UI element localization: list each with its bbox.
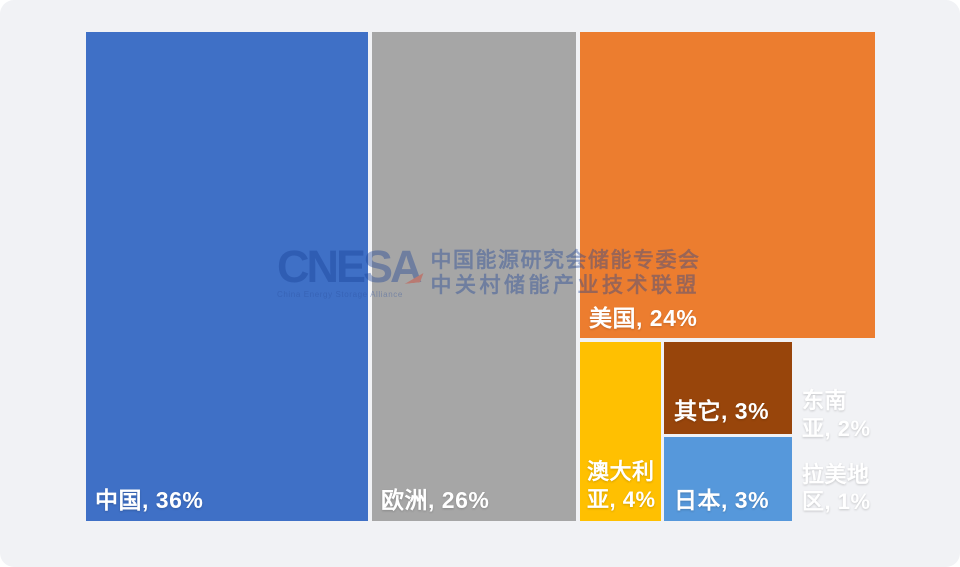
treemap-label-southeast-asia: 东南 亚, 2%	[802, 387, 871, 441]
treemap-block-china: 中国, 36%	[86, 32, 368, 521]
treemap-block-australia: 澳大利 亚, 4%	[580, 342, 661, 521]
treemap-block-usa: 美国, 24%	[580, 32, 875, 338]
treemap-label-usa: 美国, 24%	[589, 304, 698, 331]
treemap-label-china: 中国, 36%	[95, 486, 204, 513]
treemap-label-other: 其它, 3%	[674, 397, 770, 424]
treemap-label-australia: 澳大利 亚, 4%	[587, 458, 656, 512]
treemap-block-japan: 日本, 3%	[664, 437, 792, 521]
treemap-label-europe: 欧洲, 26%	[381, 486, 490, 513]
treemap-label-latin-america: 拉美地 区, 1%	[802, 462, 871, 515]
treemap-block-other: 其它, 3%	[664, 342, 792, 434]
treemap-block-southeast-asia: 东南 亚, 2%	[795, 342, 875, 450]
treemap-block-europe: 欧洲, 26%	[372, 32, 576, 521]
treemap-block-latin-america: 拉美地 区, 1%	[795, 453, 875, 521]
treemap-label-japan: 日本, 3%	[674, 486, 770, 513]
